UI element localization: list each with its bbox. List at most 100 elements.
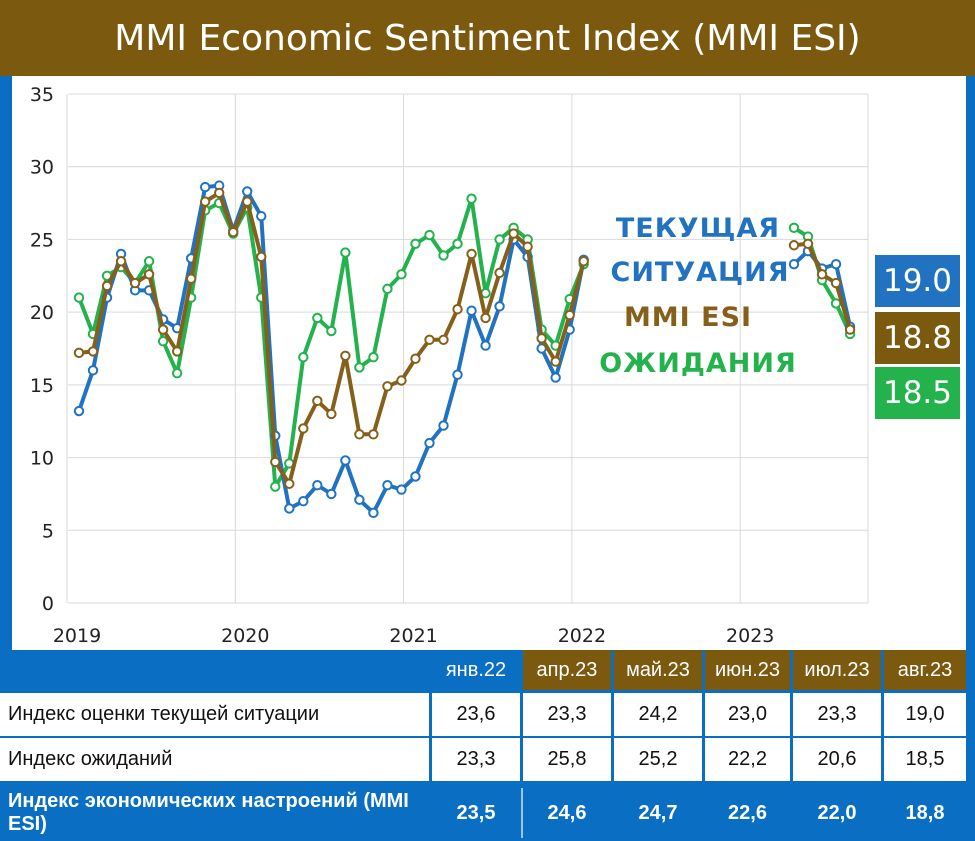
data-point (424, 229, 435, 241)
data-point (199, 181, 211, 193)
data-point (270, 481, 281, 492)
header-cell-jul23: июл.23 (793, 650, 881, 690)
data-point (354, 362, 365, 373)
data-point (410, 353, 421, 364)
data-point (438, 250, 449, 261)
row-label-current: Индекс оценки текущей ситуации (0, 693, 429, 736)
data-point (242, 186, 253, 197)
row-label-esi: Индекс экономических настроений (MMI ESI… (8, 790, 409, 835)
data-point (410, 238, 421, 249)
data-point (256, 210, 267, 222)
y-tick-label: 0 (42, 593, 54, 615)
data-point (424, 437, 435, 449)
header-cell-may23: май.23 (614, 650, 702, 690)
y-tick-label: 10 (30, 448, 54, 470)
cell-esi-apr23: 24,6 (547, 801, 587, 824)
data-point (284, 478, 295, 489)
data-point (382, 283, 393, 295)
data-point (522, 241, 533, 252)
legend-label-expect: ОЖИДАНИЯ (599, 348, 797, 379)
cell-esi-jun23: 22,6 (728, 801, 767, 824)
legend-label-current-1: ТЕКУЩАЯ (616, 213, 780, 244)
row-label-expect: Индекс ожиданий (0, 738, 429, 781)
data-point (494, 267, 505, 279)
data-point (508, 228, 519, 239)
data-point (326, 408, 337, 420)
header-cell-aug23: авг.23 (884, 650, 966, 690)
data-point (452, 238, 463, 249)
x-tick-label: 2020 (221, 625, 269, 647)
data-point (115, 256, 127, 267)
line-chart: 0 5 10 15 20 25 30 35 2019 2020 2021 2022 2023 ТЕКУ… (30, 84, 869, 647)
data-point (438, 334, 449, 345)
data-point (788, 222, 800, 233)
y-tick-label: 15 (30, 375, 54, 397)
data-point (87, 365, 99, 376)
cell-esi-jul23: 22,0 (817, 801, 857, 824)
cell-current-aug23: 19,0 (884, 693, 966, 736)
data-point (466, 193, 477, 204)
x-tick-label: 2022 (558, 625, 606, 647)
cell-current-may23: 24,2 (614, 693, 702, 736)
data-point (466, 305, 477, 316)
data-point (242, 196, 253, 207)
data-point (354, 429, 365, 440)
legend-label-esi: MMI ESI (624, 302, 752, 333)
data-point (171, 346, 183, 357)
data-point (157, 336, 169, 347)
data-table: янв.22 апр.23 май.23 июн.23 июл.23 авг.2… (0, 650, 975, 841)
data-point (816, 269, 828, 280)
y-tick-label: 30 (30, 157, 54, 179)
data-point (73, 292, 85, 303)
data-point (382, 480, 393, 491)
cell-expect-aug23: 18,5 (884, 738, 966, 781)
chart-title: MMI Economic Sentiment Index (MMI ESI) (0, 0, 975, 76)
data-point (312, 312, 323, 324)
data-point (340, 247, 351, 258)
legend-label-current-2: СИТУАЦИЯ (611, 257, 790, 288)
data-point (494, 234, 505, 245)
data-point (73, 405, 85, 417)
badge-current: 19.0 (875, 255, 960, 307)
x-axis-ticks: 2019 2020 2021 2022 2023 (53, 625, 775, 647)
left-frame-border (0, 76, 12, 650)
data-point (830, 258, 842, 270)
data-point (284, 503, 295, 514)
cell-current-jan22: 23,6 (432, 693, 520, 736)
data-point (410, 471, 421, 482)
y-tick-label: 5 (42, 520, 54, 542)
cell-expect-may23: 25,2 (614, 738, 702, 781)
data-point (578, 256, 589, 267)
data-point (326, 488, 337, 500)
cell-current-apr23: 23,3 (523, 693, 611, 736)
series-line (77, 196, 586, 489)
x-tick-label: 2023 (726, 625, 774, 647)
data-point (298, 496, 309, 507)
data-point (550, 356, 561, 367)
data-point (830, 277, 842, 289)
badge-esi: 18.8 (875, 312, 960, 364)
data-point (494, 301, 505, 312)
data-point (368, 352, 379, 363)
data-point (368, 429, 379, 440)
data-point (550, 372, 561, 383)
data-point (424, 334, 435, 345)
data-point (802, 238, 814, 249)
data-point (143, 256, 155, 267)
data-point (536, 333, 547, 344)
series-line (78, 190, 586, 486)
data-point (466, 248, 477, 260)
data-point (830, 298, 842, 309)
data-point (368, 507, 379, 519)
cell-esi-may23: 24,7 (638, 801, 678, 824)
data-point (564, 309, 575, 321)
data-point (256, 251, 267, 263)
data-point (438, 420, 449, 431)
cell-esi-aug23: 18,8 (905, 801, 945, 824)
cell-esi-jan22: 23,5 (456, 801, 496, 824)
data-point (185, 273, 197, 284)
series-lines (73, 180, 856, 519)
y-tick-label: 35 (30, 84, 54, 106)
y-axis-ticks: 0 5 10 15 20 25 30 35 (30, 84, 54, 615)
x-tick-label: 2019 (53, 625, 101, 647)
